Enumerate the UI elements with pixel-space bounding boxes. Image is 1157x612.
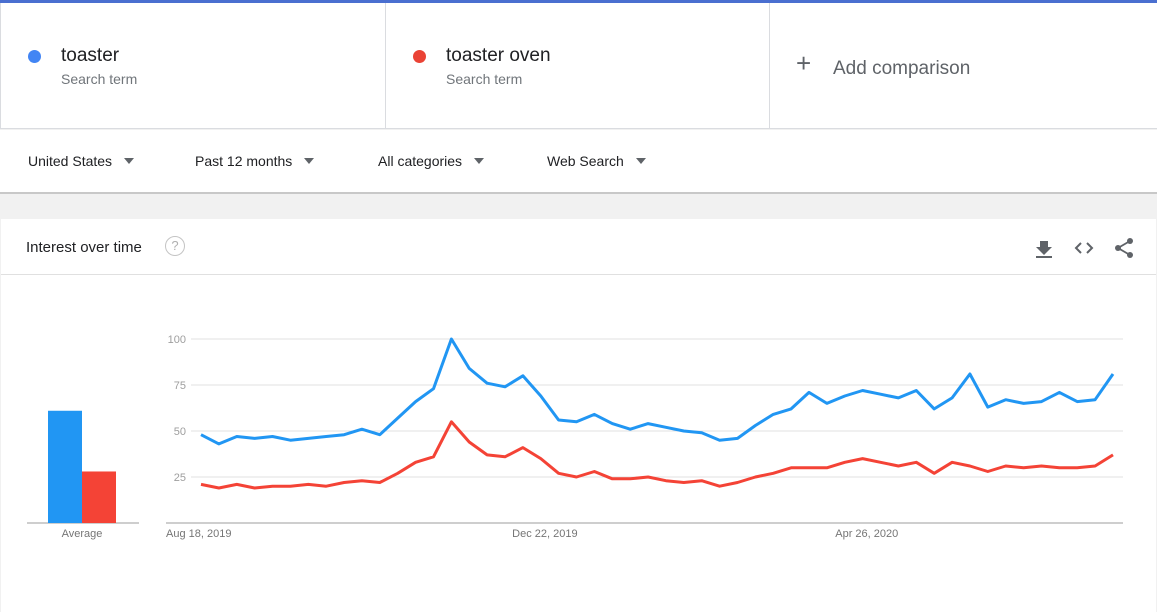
dropdown-caret-icon [474,158,485,164]
y-tick-label: 25 [174,472,186,484]
y-tick-label: 100 [168,334,186,346]
average-bar-toaster-oven [82,471,116,523]
average-label: Average [62,528,103,540]
term-toaster[interactable]: toaster Search term [0,3,386,129]
term-name[interactable]: toaster [61,45,120,66]
search-type-dropdown[interactable]: Web Search [547,153,646,169]
y-tick-label: 50 [174,426,186,438]
embed-icon[interactable] [1073,237,1095,259]
region-value: United States [28,153,113,169]
interest-over-time-card: Interest over time ? 25 50 75 100 Average Aug… [1,219,1156,612]
x-tick-label: Aug 18, 2019 [166,528,231,540]
help-icon[interactable]: ? [165,236,185,256]
category-dropdown[interactable]: All categories [378,153,485,169]
series-line-toaster-oven [200,420,1114,490]
interest-chart: 25 50 75 100 Average Aug 18, 2019 Dec 22, 2019… [27,334,1123,540]
term-toaster-oven[interactable]: toaster oven Search term [386,3,770,129]
term-name[interactable]: toaster oven [446,45,551,66]
time-range-dropdown[interactable]: Past 12 months [195,153,315,169]
category-value: All categories [378,153,463,169]
filter-bar: United States Past 12 months All categor… [0,130,1157,194]
card-title: Interest over time [26,239,142,256]
series-line-toaster [200,337,1115,446]
series-color-dot [28,50,41,63]
time-range-value: Past 12 months [195,153,293,169]
download-icon[interactable] [1033,237,1055,259]
share-icon[interactable] [1113,237,1135,259]
x-tick-label: Apr 26, 2020 [835,528,898,540]
average-bar-toaster [48,410,82,523]
dropdown-caret-icon [635,158,646,164]
card-header: Interest over time ? [1,219,1156,275]
plus-icon: + [796,48,812,78]
term-type: Search term [446,71,523,87]
dropdown-caret-icon [124,158,135,164]
dropdown-caret-icon [304,158,315,164]
series-color-dot [413,50,426,63]
region-dropdown[interactable]: United States [28,153,135,169]
x-tick-label: Dec 22, 2019 [512,528,577,540]
top-accent-bar [0,0,1157,3]
search-type-value: Web Search [547,153,624,169]
add-comparison-label: Add comparison [833,58,971,79]
term-type: Search term [61,71,138,87]
comparison-terms: toaster Search term toaster oven Search … [0,3,1157,129]
add-comparison-button[interactable]: + Add comparison [770,3,1157,129]
y-tick-label: 75 [174,380,186,392]
